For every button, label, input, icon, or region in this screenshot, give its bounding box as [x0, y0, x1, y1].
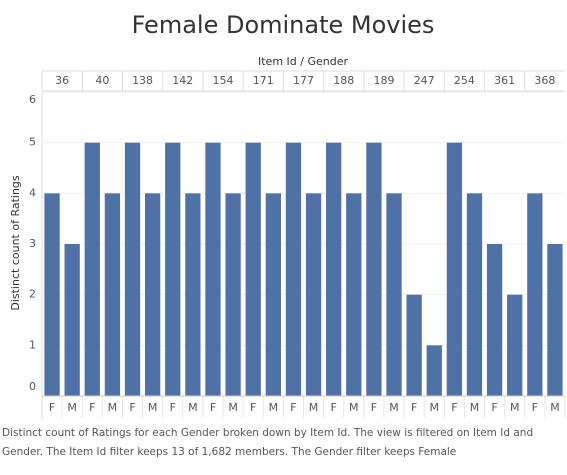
chart-title: Female Dominate Movies [132, 11, 435, 39]
group-label: 36 [55, 74, 69, 87]
group-label: 142 [172, 74, 193, 87]
x-tick-label: M [550, 401, 560, 414]
bar [185, 193, 201, 396]
x-tick-label: M [470, 401, 480, 414]
bar [84, 142, 100, 396]
x-tick-label: F [210, 401, 216, 414]
group-label: 40 [95, 74, 109, 87]
y-tick-label: 0 [29, 380, 36, 393]
x-tick-label: M [148, 401, 158, 414]
bar [326, 142, 342, 396]
y-tick-label: 2 [29, 288, 36, 301]
x-tick-label: F [371, 401, 377, 414]
bar [265, 193, 281, 396]
bar [446, 142, 463, 396]
bar [547, 244, 563, 396]
x-tick-label: M [269, 401, 279, 414]
y-tick-label: 5 [29, 136, 36, 149]
x-tick-label: M [228, 401, 238, 414]
bar [245, 142, 261, 396]
group-label: 188 [333, 74, 354, 87]
group-label: 171 [253, 74, 274, 87]
x-tick-label: F [451, 401, 457, 414]
group-label: 368 [534, 74, 555, 87]
x-tick-label: F [290, 401, 296, 414]
bar [165, 142, 181, 396]
bar [426, 345, 442, 396]
group-label: 189 [373, 74, 394, 87]
x-tick-label: F [491, 401, 497, 414]
x-tick-label: F [331, 401, 337, 414]
x-tick-label: M [349, 401, 359, 414]
group-label: 154 [213, 74, 234, 87]
group-label: 361 [494, 74, 515, 87]
x-tick-label: F [49, 401, 55, 414]
bar [507, 294, 523, 396]
y-axis-label: Distinct count of Ratings [9, 175, 22, 311]
y-tick-label: 4 [29, 186, 36, 199]
x-tick-label: M [309, 401, 319, 414]
bar [486, 244, 503, 396]
x-tick-label: M [108, 401, 118, 414]
bar [225, 193, 241, 396]
bar [466, 193, 483, 396]
bar [285, 142, 302, 396]
bar [305, 193, 322, 396]
x-tick-label: M [67, 401, 77, 414]
group-label: 254 [454, 74, 475, 87]
x-tick-label: M [188, 401, 198, 414]
x-tick-label: F [129, 401, 135, 414]
x-tick-label: M [510, 401, 520, 414]
bar [104, 193, 121, 396]
x-tick-label: F [532, 401, 538, 414]
caption: Distinct count of Ratings for each Gende… [2, 427, 534, 458]
x-tick-label: M [389, 401, 399, 414]
bar [144, 193, 161, 396]
bar [527, 193, 543, 396]
bar [44, 193, 60, 396]
bar [406, 294, 422, 396]
y-tick-label: 6 [29, 93, 36, 106]
chart: Female Dominate Movies Item Id / Gender … [9, 11, 566, 420]
bar [386, 193, 402, 396]
group-label: 138 [132, 74, 153, 87]
bar [205, 142, 221, 396]
y-tick-label: 1 [29, 338, 36, 351]
bar [346, 193, 362, 396]
group-label: 247 [414, 74, 435, 87]
group-label: 177 [293, 74, 314, 87]
column-header: Item Id / Gender [258, 55, 348, 68]
y-tick-label: 3 [29, 237, 36, 250]
x-tick-label: F [411, 401, 417, 414]
bar [64, 244, 80, 396]
x-tick-label: F [250, 401, 256, 414]
x-tick-label: M [430, 401, 440, 414]
x-tick-label: F [89, 401, 95, 414]
bar [124, 142, 141, 396]
x-tick-label: F [170, 401, 176, 414]
bar [366, 142, 382, 396]
